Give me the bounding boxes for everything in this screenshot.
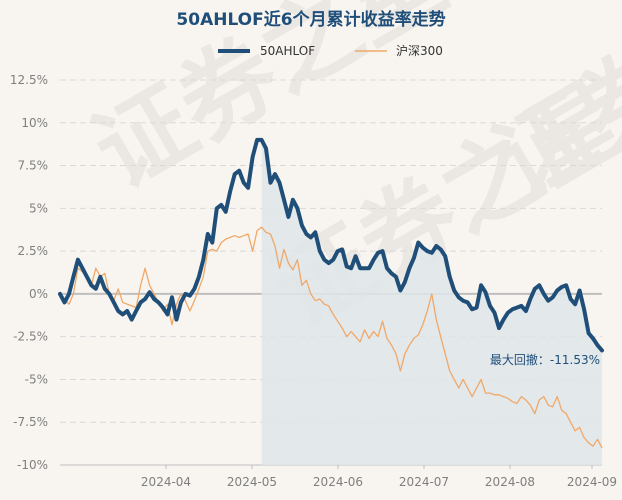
y-tick-label: -10% bbox=[17, 458, 48, 472]
y-tick-label: 7.5% bbox=[18, 159, 49, 173]
legend-label-index: 沪深300 bbox=[396, 44, 443, 58]
max-drawdown-label: 最大回撤：-11.53% bbox=[490, 352, 600, 367]
y-tick-label: 10% bbox=[21, 116, 48, 130]
plot-area bbox=[58, 137, 604, 465]
drawdown-area bbox=[261, 139, 602, 465]
x-axis: 2024-04 2024-05 2024-06 2024-07 2024-08 2024-… bbox=[60, 464, 617, 489]
series-line-hs300 bbox=[59, 226, 603, 449]
y-tick-label: -2.5% bbox=[13, 330, 48, 344]
x-tick-label: 2024-07 bbox=[399, 475, 449, 489]
x-tick-label: 2024-09 bbox=[567, 475, 617, 489]
y-axis: 12.5% 10% 7.5% 5% 2.5% 0% -2.5% -5% -7.5% -10% bbox=[10, 73, 48, 472]
series-line-50ahlof bbox=[58, 137, 604, 353]
chart-title: 50AHLOF近6个月累计收益率走势 bbox=[176, 9, 445, 30]
y-tick-label: 0% bbox=[29, 287, 48, 301]
x-tick-label: 2024-04 bbox=[141, 475, 191, 489]
x-tick-label: 2024-06 bbox=[313, 475, 363, 489]
y-tick-label: 12.5% bbox=[10, 73, 48, 87]
y-tick-label: 5% bbox=[29, 201, 48, 215]
x-tick-label: 2024-05 bbox=[227, 475, 277, 489]
legend-label-fund: 50AHLOF bbox=[260, 44, 315, 58]
y-tick-label: -5% bbox=[25, 372, 48, 386]
y-tick-label: 2.5% bbox=[18, 244, 49, 258]
x-tick-label: 2024-08 bbox=[485, 475, 535, 489]
legend: 50AHLOF 沪深300 bbox=[218, 44, 443, 58]
y-tick-label: -7.5% bbox=[13, 415, 48, 429]
